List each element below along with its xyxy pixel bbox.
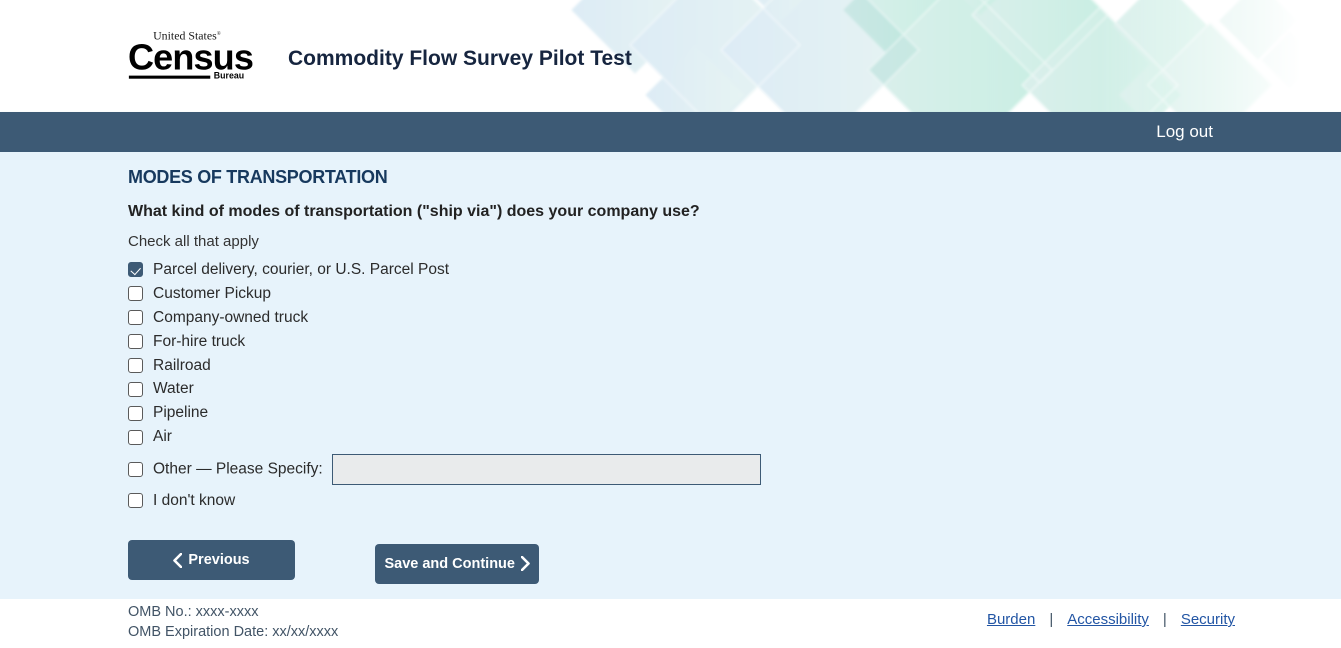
svg-text:Bureau: Bureau: [214, 71, 244, 81]
